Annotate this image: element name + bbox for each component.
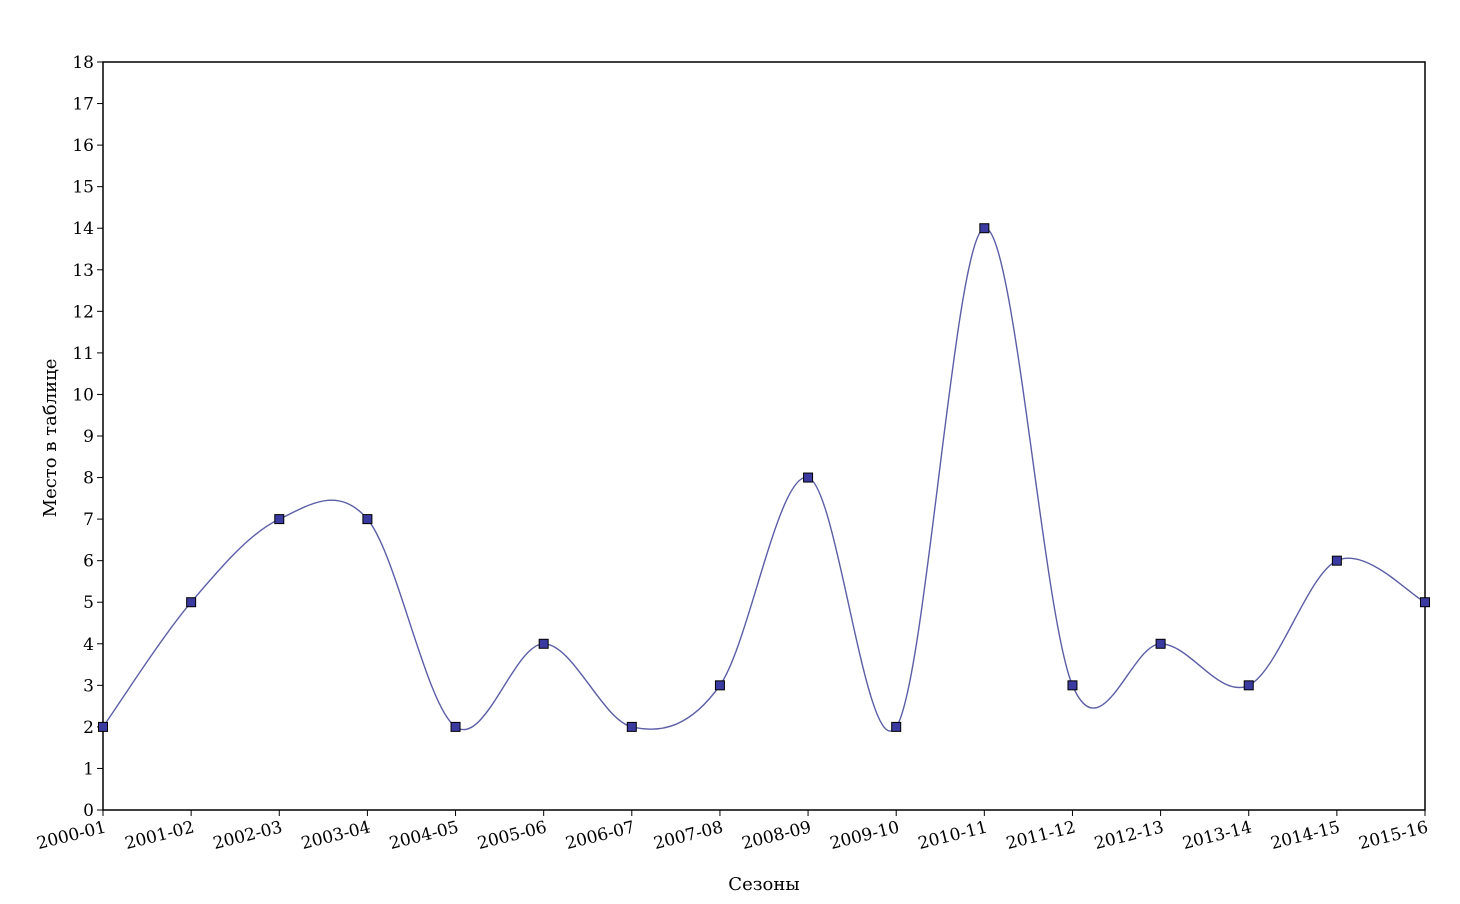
x-tick-label: 2003-04 <box>299 817 372 853</box>
x-tick-label: 2011-12 <box>1004 817 1077 853</box>
data-point-marker <box>803 472 814 483</box>
x-tick-label: 2005-06 <box>475 817 548 853</box>
data-point-marker <box>1243 680 1254 691</box>
data-point-marker <box>626 721 637 732</box>
data-point-marker <box>1155 638 1166 649</box>
data-point-marker <box>1331 555 1342 566</box>
y-tick-label: 6 <box>83 552 94 572</box>
y-tick-label: 7 <box>83 510 94 530</box>
data-point-marker <box>362 514 373 525</box>
y-tick-label: 15 <box>72 178 94 198</box>
x-tick-label: 2013-14 <box>1181 817 1254 853</box>
x-tick-label: 2006-07 <box>564 817 637 853</box>
data-point-marker <box>98 721 108 732</box>
y-tick-label: 16 <box>72 136 94 156</box>
x-tick-label: 2000-01 <box>35 817 108 853</box>
x-axis-title: Сезоны <box>728 874 799 895</box>
y-tick-label: 5 <box>83 593 94 613</box>
data-point-marker <box>1067 680 1078 691</box>
x-axis: 2000-01 2001-02 2002-03 2003-04 2004-05 2005-… <box>35 810 1430 854</box>
y-tick-label: 11 <box>72 344 94 364</box>
y-tick-label: 2 <box>83 718 94 738</box>
y-tick-label: 4 <box>83 635 94 655</box>
data-point-marker <box>538 638 549 649</box>
y-tick-label: 12 <box>72 302 94 322</box>
x-tick-label: 2001-02 <box>123 817 196 853</box>
data-point-marker <box>1420 597 1430 608</box>
y-tick-label: 3 <box>83 676 94 696</box>
x-tick-label: 2002-03 <box>211 817 284 853</box>
x-tick-label: 2004-05 <box>387 817 460 853</box>
y-tick-label: 10 <box>72 385 94 405</box>
y-tick-label: 9 <box>83 427 94 447</box>
y-tick-label: 0 <box>83 801 94 821</box>
data-point-marker <box>186 597 197 608</box>
data-point-marker <box>714 680 725 691</box>
data-point-marker <box>450 721 461 732</box>
plot-area <box>102 61 1426 811</box>
y-axis-title: Место в таблице <box>40 359 61 518</box>
y-tick-label: 18 <box>72 53 94 73</box>
x-tick-label: 2012-13 <box>1092 817 1165 853</box>
x-tick-label: 2008-09 <box>740 817 813 853</box>
data-point-marker <box>891 721 902 732</box>
x-tick-label: 2007-08 <box>652 817 725 853</box>
data-point-marker <box>979 223 990 234</box>
y-tick-label: 8 <box>83 469 94 489</box>
x-tick-label: 2009-10 <box>828 817 901 853</box>
x-tick-label: 2015-16 <box>1357 817 1430 853</box>
data-point-marker <box>274 514 285 525</box>
y-tick-label: 14 <box>72 219 94 239</box>
y-tick-label: 13 <box>72 261 94 281</box>
x-tick-label: 2014-15 <box>1269 817 1342 853</box>
y-tick-label: 17 <box>72 95 94 115</box>
y-tick-label: 1 <box>83 759 94 779</box>
series-markers <box>98 223 1430 732</box>
x-tick-label: 2010-11 <box>916 817 989 853</box>
